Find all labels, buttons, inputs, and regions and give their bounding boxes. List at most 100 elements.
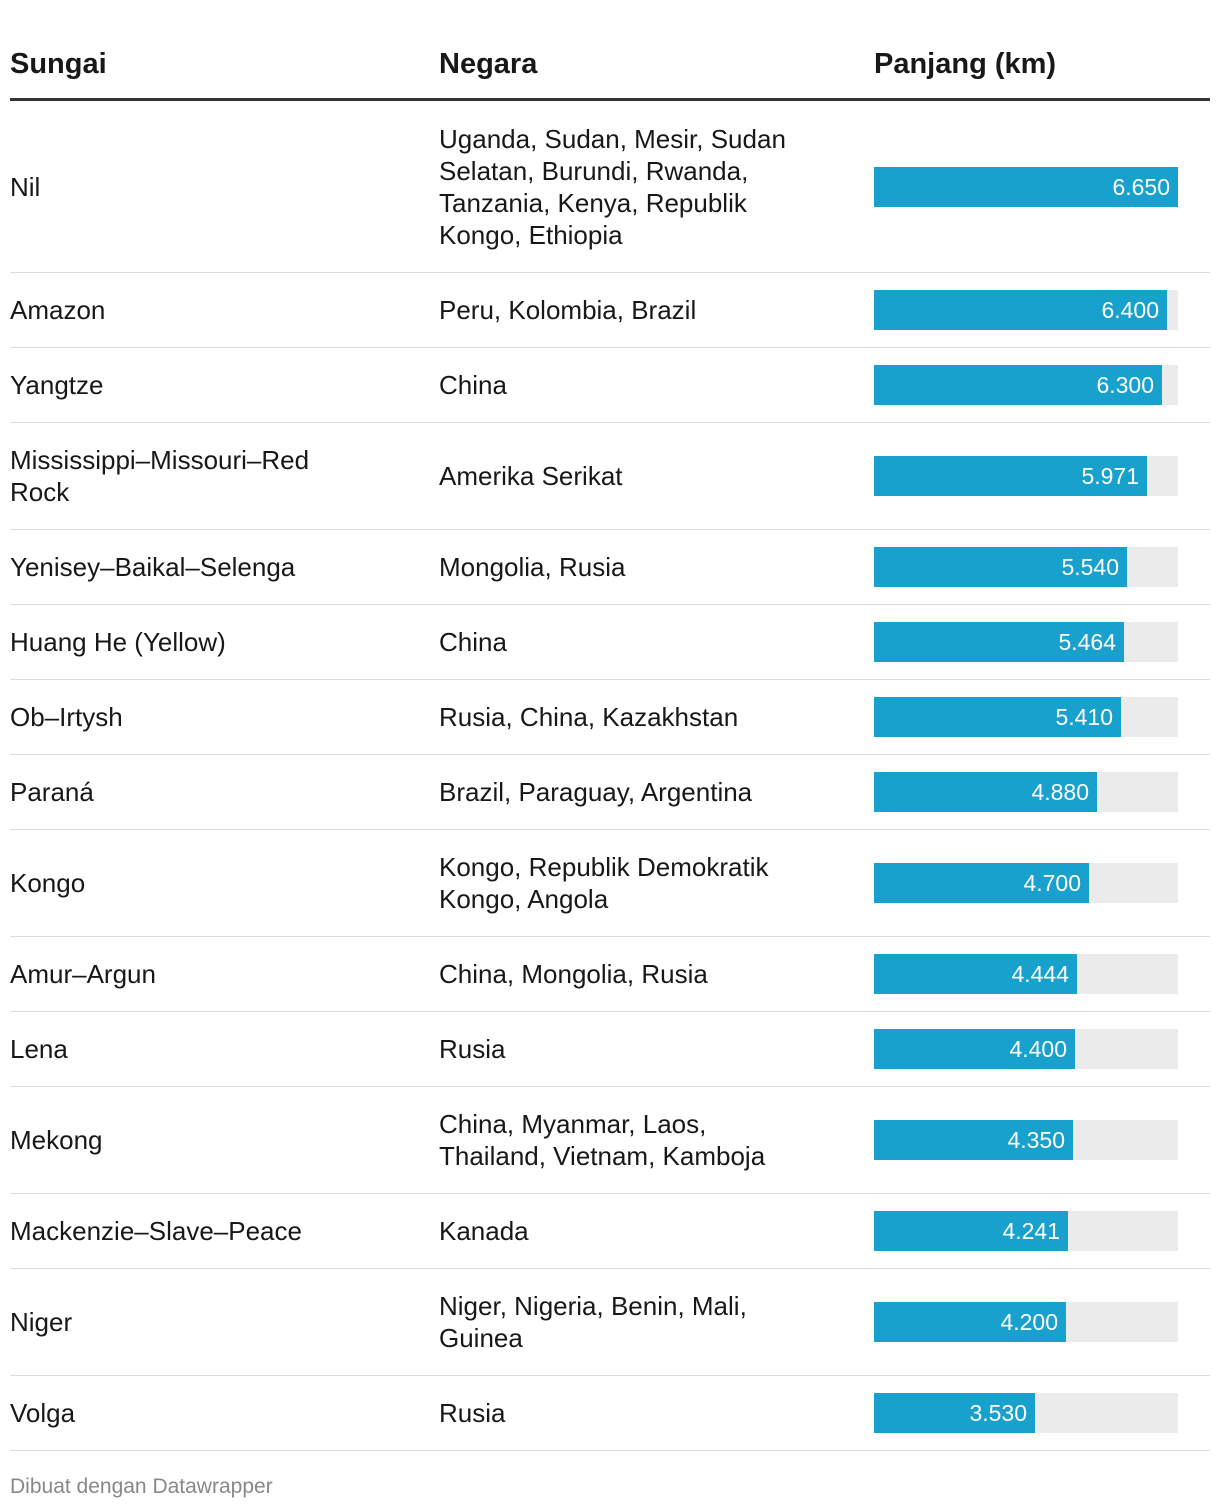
length-bar-track: 6.650 (874, 166, 1178, 207)
length-bar: 4.400 (874, 1029, 1075, 1069)
river-countries: Rusia, China, Kazakhstan (439, 702, 739, 732)
length-cell: 4.350 (874, 1087, 1178, 1193)
river-countries: China, Mongolia, Rusia (439, 959, 708, 989)
length-bar: 6.400 (874, 290, 1167, 330)
river-name: Volga (10, 1398, 76, 1428)
length-bar-track: 4.241 (874, 1211, 1178, 1251)
length-bar-track: 4.700 (874, 863, 1178, 903)
length-bar-track: 5.410 (874, 697, 1178, 737)
length-bar-track: 4.200 (874, 1302, 1178, 1342)
length-value-label: 5.410 (1055, 704, 1113, 730)
length-cell: 4.200 (874, 1269, 1178, 1375)
length-value-label: 4.350 (1007, 1127, 1065, 1153)
river-name: Amazon (10, 295, 106, 325)
river-countries: Niger, Nigeria, Benin, Mali, Guinea (439, 1291, 747, 1353)
length-value-label: 4.444 (1011, 961, 1069, 987)
length-value-label: 6.300 (1096, 372, 1154, 398)
rivers-table: Sungai Negara Panjang (km) Nil Uganda, Su… (10, 0, 1210, 1451)
header-river[interactable]: Sungai (10, 48, 107, 80)
length-value-label: 6.650 (1112, 173, 1170, 200)
length-bar-track: 4.350 (874, 1120, 1178, 1160)
length-bar-track: 3.530 (874, 1393, 1178, 1433)
length-cell: 5.971 (874, 423, 1178, 529)
length-bar: 4.350 (874, 1120, 1073, 1160)
length-bar: 4.200 (874, 1302, 1066, 1342)
length-cell: 6.300 (874, 348, 1178, 422)
footer-credit[interactable]: Dibuat dengan Datawrapper (10, 1475, 273, 1498)
table-row: Lena Rusia 4.400 (10, 1012, 1210, 1087)
table-body: Nil Uganda, Sudan, Mesir, Sudan Selatan, … (10, 101, 1210, 1451)
length-cell: 6.650 (874, 101, 1178, 272)
length-bar-track: 6.400 (874, 290, 1178, 330)
river-countries: Amerika Serikat (439, 461, 623, 491)
table-row: Amur–Argun China, Mongolia, Rusia 4.444 (10, 937, 1210, 1012)
length-bar: 5.410 (874, 697, 1121, 737)
length-bar-track: 4.400 (874, 1029, 1178, 1069)
river-name: Nil (10, 171, 41, 202)
length-value-label: 5.540 (1061, 554, 1119, 580)
table-row: Yangtze China 6.300 (10, 348, 1210, 423)
river-name: Yenisey–Baikal–Selenga (10, 552, 296, 582)
length-value-label: 4.241 (1002, 1218, 1060, 1244)
length-bar: 4.241 (874, 1211, 1068, 1251)
table-row: Huang He (Yellow) China 5.464 (10, 605, 1210, 680)
length-cell: 4.400 (874, 1012, 1178, 1086)
river-name: Ob–Irtysh (10, 702, 123, 732)
river-name: Kongo (10, 868, 86, 898)
length-bar: 4.700 (874, 863, 1089, 903)
length-value-label: 6.400 (1101, 297, 1159, 323)
length-bar-track: 5.971 (874, 456, 1178, 496)
table-header: Sungai Negara Panjang (km) (10, 0, 1210, 101)
river-countries: Rusia (439, 1034, 506, 1064)
river-countries: Brazil, Paraguay, Argentina (439, 777, 753, 807)
length-bar: 6.650 (874, 166, 1178, 207)
table-row: Mississippi–Missouri–Red Rock Amerika Ser… (10, 423, 1210, 530)
river-countries: Kongo, Republik Demokratik Kongo, Angola (439, 852, 769, 914)
length-bar: 3.530 (874, 1393, 1035, 1433)
length-bar: 5.971 (874, 456, 1147, 496)
river-countries: China (439, 370, 507, 400)
river-name: Yangtze (10, 370, 104, 400)
length-bar: 5.540 (874, 547, 1127, 587)
table-row: Nil Uganda, Sudan, Mesir, Sudan Selatan, … (10, 101, 1210, 273)
river-name: Mekong (10, 1125, 103, 1155)
river-name: Amur–Argun (10, 959, 156, 989)
table-row: Mekong China, Myanmar, Laos, Thailand, Vi… (10, 1087, 1210, 1194)
length-bar-track: 6.300 (874, 365, 1178, 405)
length-value-label: 5.971 (1081, 463, 1139, 489)
river-name: Niger (10, 1307, 73, 1337)
header-countries[interactable]: Negara (439, 48, 538, 80)
length-value-label: 3.530 (969, 1400, 1027, 1426)
length-value-label: 4.700 (1023, 870, 1081, 896)
river-name: Paraná (10, 777, 94, 807)
river-countries: Uganda, Sudan, Mesir, Sudan Selatan, Bur… (439, 123, 786, 250)
length-cell: 5.410 (874, 680, 1178, 754)
header-length[interactable]: Panjang (km) (874, 48, 1057, 80)
river-countries: Peru, Kolombia, Brazil (439, 295, 697, 325)
length-value-label: 4.400 (1009, 1036, 1067, 1062)
length-bar: 5.464 (874, 622, 1124, 662)
length-value-label: 4.880 (1031, 779, 1089, 805)
table-row: Paraná Brazil, Paraguay, Argentina 4.880 (10, 755, 1210, 830)
table-row: Niger Niger, Nigeria, Benin, Mali, Guinea… (10, 1269, 1210, 1376)
table-row: Mackenzie–Slave–Peace Kanada 4.241 (10, 1194, 1210, 1269)
river-name: Lena (10, 1034, 68, 1064)
river-countries: China (439, 627, 507, 657)
length-bar-track: 5.540 (874, 547, 1178, 587)
length-bar-track: 4.444 (874, 954, 1178, 994)
river-countries: Mongolia, Rusia (439, 552, 626, 582)
length-cell: 3.530 (874, 1376, 1178, 1450)
length-cell: 5.540 (874, 530, 1178, 604)
table-row: Kongo Kongo, Republik Demokratik Kongo, A… (10, 830, 1210, 937)
length-cell: 4.444 (874, 937, 1178, 1011)
length-bar-track: 5.464 (874, 622, 1178, 662)
length-bar: 4.880 (874, 772, 1097, 812)
table-row: Amazon Peru, Kolombia, Brazil 6.400 (10, 273, 1210, 348)
length-value-label: 4.200 (1000, 1309, 1058, 1335)
length-bar: 4.444 (874, 954, 1077, 994)
river-name: Mackenzie–Slave–Peace (10, 1216, 302, 1246)
length-value-label: 5.464 (1058, 629, 1116, 655)
river-countries: Rusia (439, 1398, 506, 1428)
length-cell: 5.464 (874, 605, 1178, 679)
table-row: Ob–Irtysh Rusia, China, Kazakhstan 5.410 (10, 680, 1210, 755)
